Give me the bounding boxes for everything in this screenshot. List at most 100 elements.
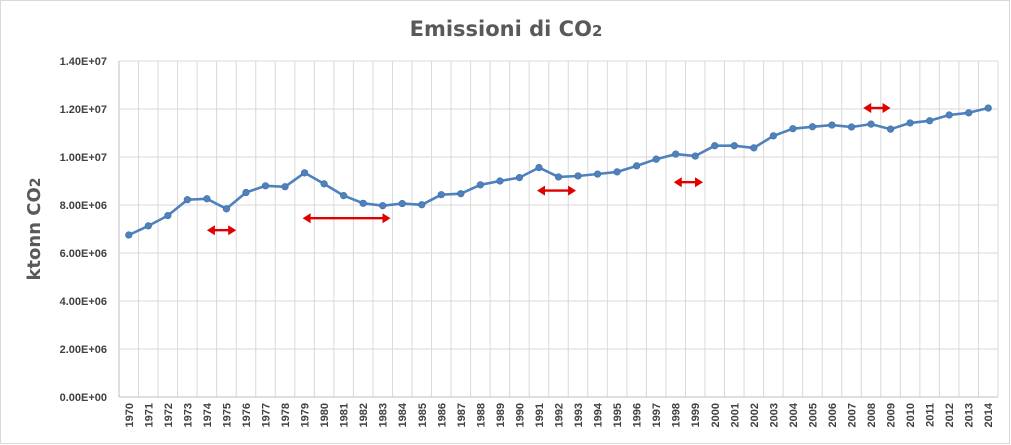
x-tick-label: 1986 [436,403,448,427]
data-point [203,195,211,203]
x-tick-label: 1998 [671,403,683,427]
arrow-head-right [882,103,891,114]
x-tick-label: 1989 [495,403,507,427]
y-tick-label: 2.00E+06 [60,344,107,356]
data-point [125,231,133,239]
y-tick-label: 4.00E+06 [60,296,107,308]
x-tick-label: 2006 [827,403,839,427]
data-point [730,142,738,150]
double-arrow-annotation [673,177,704,188]
x-tick-label: 1987 [456,403,468,427]
x-tick-label: 2003 [768,403,780,427]
data-point [222,205,231,213]
arrow-head-right [228,225,237,236]
gridlines [118,60,999,397]
x-tick-label: 1974 [202,402,214,427]
x-tick-label: 2002 [749,403,761,427]
x-tick-label: 1995 [612,403,624,427]
x-tick-label: 1976 [241,403,253,427]
x-tick-label: 1988 [475,403,487,427]
data-point [535,163,543,172]
data-point [574,172,582,180]
x-tick-label: 1993 [573,403,585,427]
data-point [593,170,602,178]
arrow-head-left [537,185,546,196]
data-point [906,119,914,127]
data-point [515,174,524,182]
x-tick-label: 2005 [807,403,819,427]
data-point [652,155,660,163]
data-point [984,104,992,112]
x-tick-label: 2004 [788,402,800,427]
x-tick-label: 1975 [221,403,233,427]
x-tick-labels: 1970 1971 1972 1973 1974 1975 1976 1977 1978 1979… [124,402,995,427]
data-point [183,196,191,204]
data-point [418,201,426,209]
data-point [769,132,777,140]
data-point [886,125,895,133]
y-tick-label: 1.00E+07 [60,152,107,164]
y-tick-label: 1.20E+07 [60,104,107,116]
data-point [261,182,270,190]
x-tick-label: 2013 [964,403,976,427]
x-tick-label: 1978 [280,403,292,427]
x-tick-label: 2010 [905,403,917,427]
series-co2 [125,104,992,239]
x-tick-label: 2014 [983,402,995,427]
x-tick-label: 1991 [534,403,546,427]
x-tick-label: 2007 [847,403,859,427]
x-tick-label: 1973 [182,403,194,427]
arrow-head-right [695,177,704,188]
x-tick-label: 1997 [651,403,663,427]
x-tick-label: 2008 [866,403,878,427]
x-tick-label: 1971 [143,403,155,427]
data-point [554,173,563,181]
y-tick-labels: 0.00E+00 2.00E+06 4.00E+06 6.00E+06 8.00E+06… [60,56,107,404]
data-point [633,162,641,170]
data-point [965,109,973,117]
data-point [867,120,875,128]
x-tick-label: 1992 [554,403,566,427]
x-tick-label: 1982 [358,403,370,427]
series-line [128,106,989,237]
x-tick-label: 1985 [417,403,429,427]
data-point [300,169,309,177]
arrow-head-left [206,225,215,236]
x-tick-label: 1980 [319,403,331,427]
arrow-head-left [673,177,682,188]
x-tick-label: 1979 [300,403,312,427]
x-tick-label: 1996 [632,403,644,427]
x-tick-label: 1984 [397,402,409,427]
data-point [691,152,699,160]
data-point [750,144,758,152]
x-tick-label: 2000 [710,403,722,427]
x-tick-label: 2012 [944,403,956,427]
data-point [926,117,934,125]
x-tick-label: 1972 [163,403,175,427]
x-tick-label: 2001 [729,403,741,427]
annotations [206,103,891,236]
arrow-head-left [302,213,311,224]
double-arrow-annotation [537,185,577,196]
y-tick-label: 0.00E+00 [60,392,107,404]
data-point [847,123,856,131]
y-axis-label: ktonn CO2 [24,177,45,280]
data-point [340,192,348,200]
data-point [808,123,817,131]
data-point [359,199,367,207]
double-arrow-annotation [206,225,237,236]
axes [118,61,998,398]
x-tick-label: 2011 [925,403,937,427]
arrow-head-left [863,103,872,114]
x-tick-label: 1983 [378,403,390,427]
x-tick-label: 1981 [339,403,351,427]
arrow-head-right [568,185,577,196]
arrow-head-right [382,213,391,224]
y-tick-label: 6.00E+06 [60,248,107,260]
x-tick-label: 1994 [593,402,605,427]
data-point [789,125,797,133]
data-point [828,121,836,129]
data-point [613,168,621,176]
